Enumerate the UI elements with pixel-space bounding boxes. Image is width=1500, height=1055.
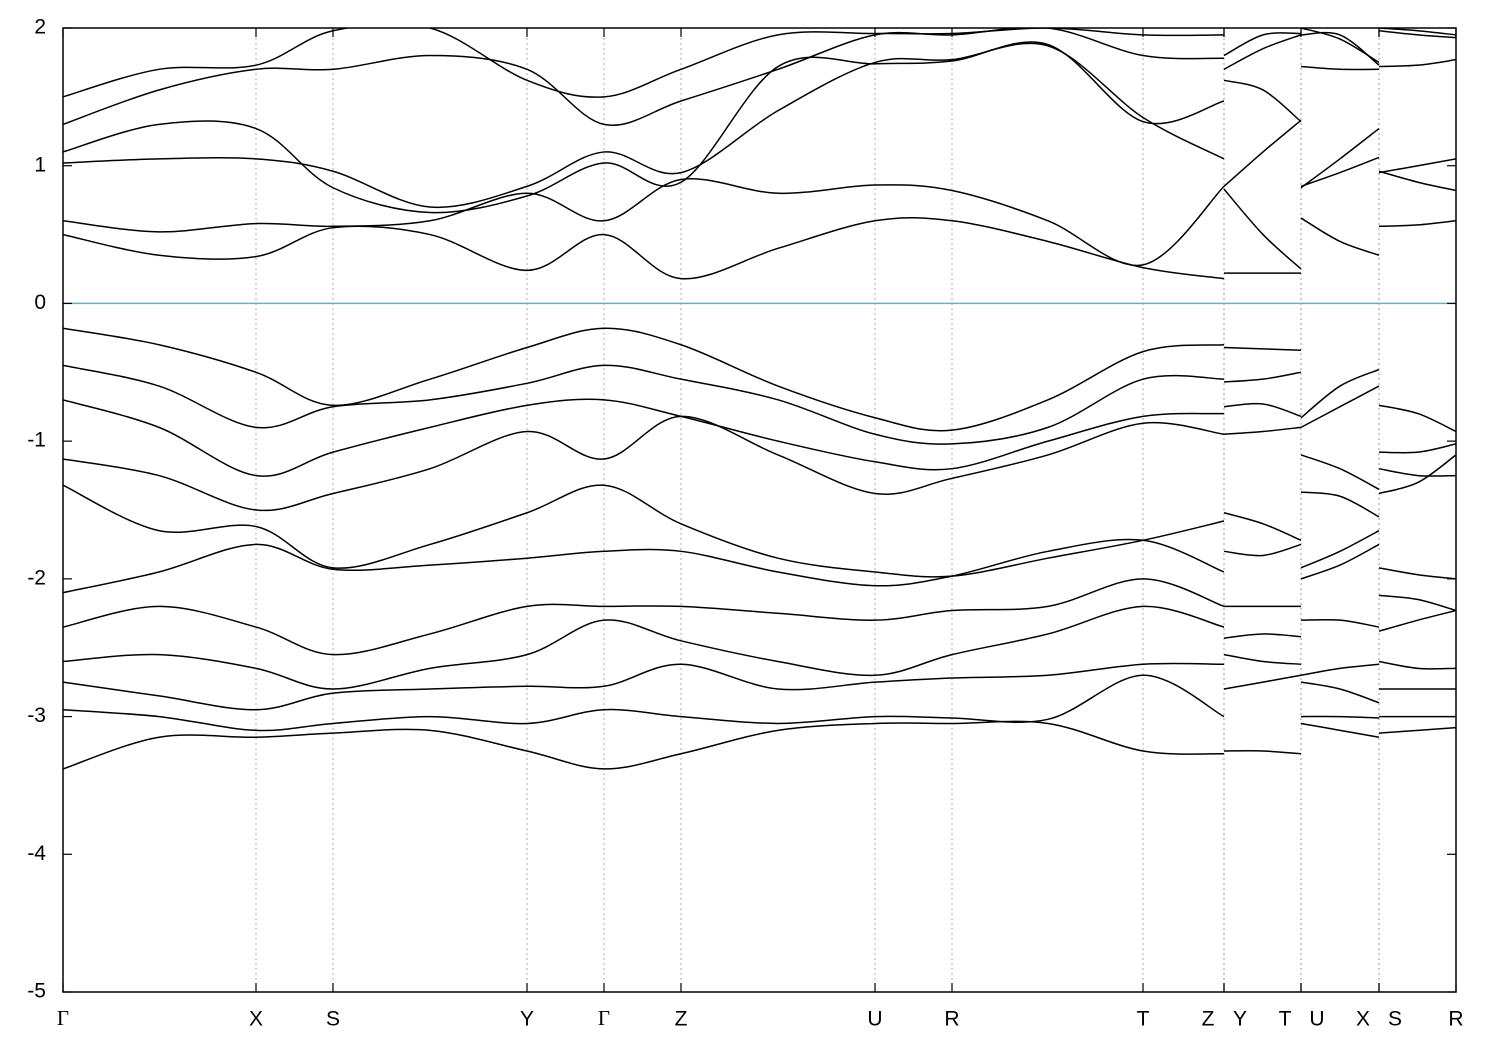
band-line: [63, 42, 1456, 209]
band-line: [63, 364, 1456, 454]
y-tick-label: 1: [34, 153, 46, 176]
band-line: [63, 415, 1456, 518]
band-line: [63, 605, 1456, 690]
x-tick-label: U: [867, 1008, 882, 1031]
x-tick-label: S: [1388, 1008, 1402, 1031]
band-line: [63, 41, 1456, 214]
x-tick-label: R: [944, 1008, 959, 1031]
x-tick-label: Γ: [598, 1006, 610, 1030]
x-tick-label: X: [1356, 1008, 1370, 1031]
x-tick-label: Z: [1202, 1008, 1215, 1031]
band-line: [63, 28, 1456, 98]
y-tick-label: 0: [34, 291, 46, 314]
band-line: [63, 484, 1456, 580]
y-tick-label: -3: [27, 704, 46, 727]
band-line: [63, 156, 1456, 270]
band-line: [63, 28, 1456, 127]
x-tick-label: X: [249, 1008, 263, 1031]
y-tick-label: 2: [34, 16, 46, 39]
x-tick-label: Γ: [57, 1006, 69, 1030]
y-tick-label: -1: [27, 429, 46, 452]
x-tick-label: U: [1309, 1008, 1324, 1031]
band-line: [63, 398, 1456, 491]
x-tick-label: S: [326, 1008, 340, 1031]
band-line: [63, 217, 1456, 280]
x-tick-label: Y: [520, 1008, 534, 1031]
band-line: [63, 720, 1456, 770]
x-tick-label: T: [1137, 1008, 1150, 1031]
y-tick-label: -2: [27, 566, 46, 589]
band-line: [63, 538, 1456, 612]
x-tick-label: Y: [1233, 1008, 1247, 1031]
x-tick-label: Z: [675, 1008, 688, 1031]
band-line: [63, 653, 1456, 711]
y-tick-label: -4: [27, 842, 46, 865]
plot-frame: [62, 27, 1457, 993]
band-line: [63, 578, 1456, 656]
band-line: [63, 327, 1456, 433]
x-tick-label: T: [1279, 1008, 1292, 1031]
x-tick-label: R: [1448, 1008, 1463, 1031]
y-tick-label: -5: [27, 980, 46, 1003]
band-line: [63, 674, 1456, 732]
